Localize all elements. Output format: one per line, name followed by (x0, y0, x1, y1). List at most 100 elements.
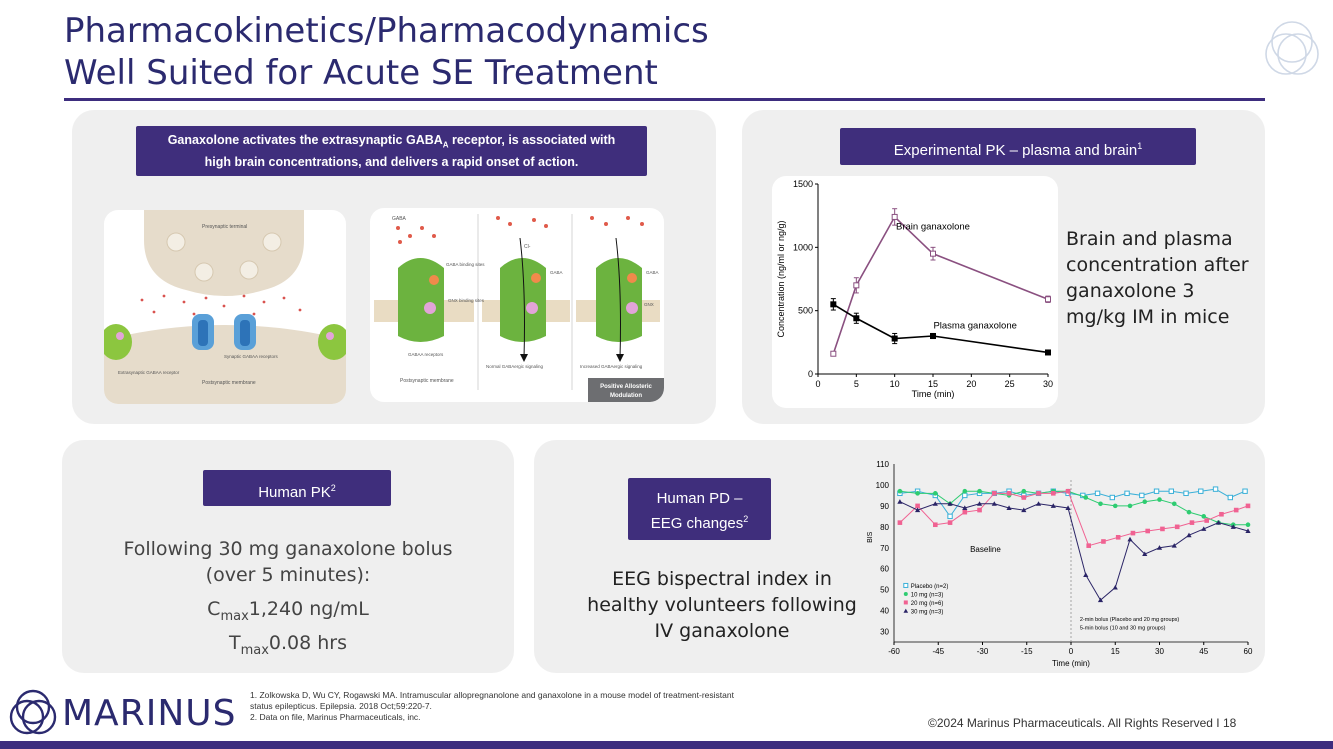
ref1-line1: 1. Zolkowska D, Wu CY, Rogawski MA. Intr… (250, 690, 734, 700)
references: 1. Zolkowska D, Wu CY, Rogawski MA. Intr… (250, 690, 734, 723)
bolus-note-1: 2-min bolus (Placebo and 20 mg groups) (1080, 617, 1180, 623)
20mg-point (992, 491, 997, 496)
30mg-point (1142, 551, 1148, 557)
human-pk-line1: Following 30 mg ganaxolone bolus (123, 538, 453, 560)
10mg-point (1157, 497, 1162, 502)
legend-marker (903, 600, 908, 605)
y-tick-label: 60 (880, 565, 889, 574)
y-tick-label: 40 (880, 607, 889, 616)
x-tick-label: 15 (1111, 647, 1120, 656)
pam-badge (588, 378, 664, 402)
cl-label: Cl- (524, 244, 531, 250)
banner-sub: A (442, 140, 449, 150)
legend-marker (903, 608, 909, 613)
legend-label: 20 mg (n=6) (911, 601, 944, 607)
y-tick-label: 30 (880, 628, 889, 637)
tmax-sub: max (240, 642, 269, 658)
slide-title: Pharmacokinetics/Pharmacodynamics Well S… (64, 10, 709, 94)
30mg-point (1201, 526, 1207, 531)
placebo-point (1124, 490, 1130, 497)
gabaa-receptors-label: GABAA receptors (408, 352, 444, 357)
20mg-point (1189, 520, 1195, 525)
y-tick-label: 110 (876, 460, 889, 469)
human-pd-banner-sup: 2 (743, 514, 749, 524)
10mg-point (1186, 509, 1192, 515)
30mg-point (991, 501, 997, 506)
x-tick-label: 30 (1043, 379, 1053, 389)
10mg-point (1201, 514, 1207, 519)
pk-mouse-chart: 0 500 1000 1500 0 5 10 15 20 25 30 Time (min) Concen… (776, 179, 1053, 399)
10mg-point (1112, 503, 1118, 509)
10mg-point (1083, 495, 1089, 500)
placebo-point (947, 513, 953, 520)
brain-point (1045, 296, 1051, 303)
synapse-illustration: Presynaptic terminal Postsynaptic membra… (104, 210, 346, 404)
marinus-logo-text: MARINUS (62, 693, 237, 734)
20mg-point (897, 520, 903, 525)
30mg-point (1083, 572, 1089, 577)
human-pd-banner: Human PD – EEG changes2 (628, 478, 771, 540)
pam-line1: Positive Allosteric (600, 384, 652, 390)
postsynaptic-membrane-label: Postsynaptic membrane (400, 378, 454, 384)
30mg-point (932, 501, 938, 506)
human-pk-banner-text: Human PK (258, 484, 331, 501)
20mg-point (1051, 491, 1056, 496)
x-tick-label: 30 (1155, 647, 1164, 656)
legend-label: 10 mg (n=3) (911, 592, 944, 598)
20mg-point (1160, 526, 1165, 532)
y-tick-label: 80 (880, 523, 889, 532)
human-pk-panel: Human PK2 Following 30 mg ganaxolone bol… (62, 440, 514, 673)
cmax-line: Cmax1,240 ng/mL (82, 596, 494, 630)
20mg-point (933, 522, 938, 528)
20mg-point (962, 509, 968, 515)
ref2: 2. Data on file, Marinus Pharmaceuticals… (250, 712, 421, 722)
gaba-label-2: GABA (550, 270, 563, 275)
y-tick-label: 100 (876, 481, 890, 490)
30mg-point (897, 499, 903, 504)
cmax-label: C (207, 598, 221, 620)
y-axis-label: BIS (867, 531, 874, 543)
10mg-series-line (899, 490, 1248, 526)
placebo-point (1139, 492, 1145, 499)
20mg-point (1145, 528, 1150, 534)
10mg-point (1098, 501, 1103, 507)
bolus-note-2: 5-min bolus (10 and 30 mg groups) (1080, 625, 1166, 631)
cmax-value: 1,240 ng/mL (248, 598, 369, 620)
30mg-point (1171, 543, 1177, 548)
pk-mouse-banner: Experimental PK – plasma and brain1 (840, 128, 1196, 165)
30mg-point (947, 501, 953, 506)
human-pk-text: Following 30 mg ganaxolone bolus (over 5… (82, 536, 494, 664)
human-pd-chart: 30 40 50 60 70 80 90 100 110 -60 -45 -30 -15 0 15 30 45 6… (867, 460, 1253, 668)
x-tick-label: 0 (815, 379, 820, 389)
20mg-point (1174, 524, 1180, 530)
20mg-point (1086, 543, 1091, 548)
30mg-point (1035, 501, 1042, 506)
x-tick-label: 15 (928, 379, 938, 389)
y-tick-label: 50 (880, 586, 889, 595)
x-axis-label: Time (min) (1052, 659, 1090, 668)
plasma-point (830, 301, 837, 308)
postsynaptic-label: Postsynaptic membrane (202, 380, 256, 386)
10mg-point (977, 488, 982, 494)
10mg-point (1127, 503, 1133, 509)
30mg-point (1186, 532, 1192, 538)
rings-logo-icon (1265, 21, 1319, 75)
normal-signaling-label: Normal GABAergic signaling (486, 364, 544, 369)
10mg-point (915, 491, 920, 496)
30mg-point (1050, 503, 1056, 508)
mechanism-panel: Ganaxolone activates the extrasynaptic G… (72, 110, 716, 424)
x-tick-label: -60 (888, 647, 900, 656)
30mg-point (962, 505, 968, 510)
pk-mouse-panel: Experimental PK – plasma and brain1 0 500… (742, 110, 1265, 424)
30mg-point (1127, 536, 1133, 542)
x-axis-label: Time (min) (912, 389, 955, 399)
20mg-point (1006, 491, 1012, 496)
banner-line1-pre: Ganaxolone activates the extrasynaptic G… (167, 133, 443, 147)
placebo-point (1242, 488, 1248, 494)
30mg-point (1021, 507, 1027, 513)
x-tick-label: -45 (932, 647, 944, 656)
y-tick-label: 1000 (793, 242, 813, 252)
20mg-point (947, 520, 953, 525)
title-line-1: Pharmacokinetics/Pharmacodynamics (64, 11, 709, 51)
pam-line2: Modulation (610, 393, 642, 399)
